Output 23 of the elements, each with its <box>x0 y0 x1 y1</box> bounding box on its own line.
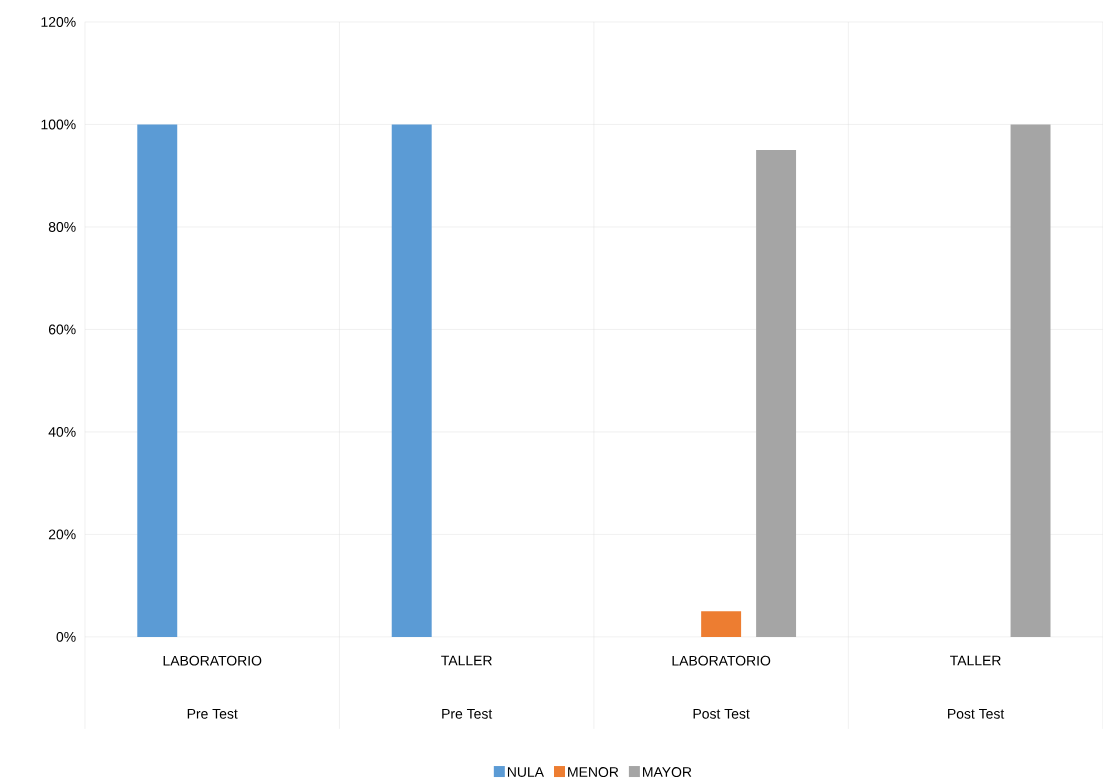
text: Pre Test <box>442 709 493 719</box>
bar <box>756 150 797 637</box>
x-tick-label: TALLER <box>441 655 492 666</box>
bar <box>137 124 178 637</box>
legend-label: MENOR <box>568 767 619 778</box>
x-tick-label: TALLER <box>950 655 1001 666</box>
y-tick-label: 40% <box>48 427 76 437</box>
y-tick-label: 20% <box>48 529 76 540</box>
text: Post Test <box>948 709 1005 719</box>
x-tick-label: LABORATORIO <box>672 655 771 666</box>
y-tick-label: 0% <box>56 631 76 642</box>
bar <box>1010 124 1051 637</box>
x-tick-label: LABORATORIO <box>163 655 262 666</box>
text: Post Test <box>693 709 750 719</box>
bar <box>701 611 742 637</box>
legend-label: MAYOR <box>643 767 692 778</box>
y-tick-label: 80% <box>48 222 76 232</box>
y-tick-label: 120% <box>41 17 76 27</box>
y-tick-label: 60% <box>48 324 76 335</box>
legend-label: NULA <box>507 767 544 777</box>
bar <box>391 124 432 637</box>
text: Pre Test <box>187 709 238 719</box>
y-tick-label: 100% <box>41 119 76 130</box>
